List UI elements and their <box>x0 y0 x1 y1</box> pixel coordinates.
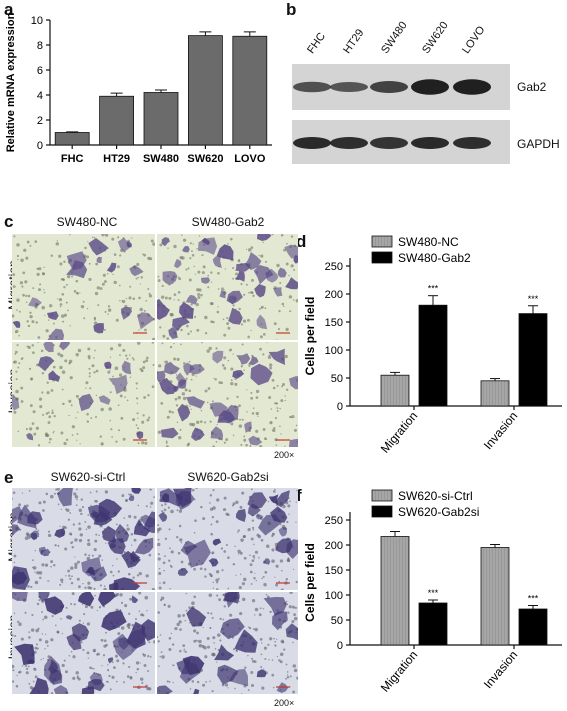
x-tick-label-sw620: SW620 <box>187 153 223 165</box>
panel-c-column-label-gab2: SW480-Gab2 <box>191 215 265 229</box>
band-gapdh-ht29 <box>330 137 368 149</box>
y-tick-label: 250 <box>325 261 343 273</box>
band-gab2-lovo <box>453 79 491 95</box>
band-gapdh-fhc <box>293 137 331 149</box>
y-tick-label: 0 <box>337 401 343 413</box>
panel-letter-d: d <box>296 232 307 251</box>
micrograph-e-migration-ctrl <box>12 488 155 590</box>
band-gab2-fhc <box>293 81 331 93</box>
y-tick-label: 8 <box>37 40 43 52</box>
panel-letter-c: c <box>4 212 14 231</box>
legend-label-sw620-si-ctrl: SW620-si-Ctrl <box>398 489 473 503</box>
band-gapdh-sw620 <box>411 137 449 149</box>
bar-sw620 <box>187 35 223 146</box>
y-tick-label: 250 <box>325 515 343 527</box>
significance-migration: *** <box>428 588 439 598</box>
legend-label-sw620-gab2si: SW620-Gab2si <box>398 505 479 519</box>
panel-e-column-label-ctrl: SW620-si-Ctrl <box>50 470 126 484</box>
legend-label-sw480-gab2: SW480-Gab2 <box>398 251 471 265</box>
x-tick-label-invasion: Invasion <box>481 409 520 452</box>
panel-c-column-label-nc: SW480-NC <box>56 215 118 229</box>
y-axis-label: Relative mRNA expression <box>5 12 17 152</box>
bar-sw480 <box>143 92 179 146</box>
bar-migration-sw480-gab2 <box>418 304 448 407</box>
bar-migration-sw480-nc <box>380 374 410 407</box>
micrograph-c-invasion-nc <box>12 342 155 447</box>
x-tick-label-migration: Migration <box>378 409 420 456</box>
y-tick-label: 0 <box>37 140 43 152</box>
bar-invasion-sw620-gab2si <box>518 608 548 646</box>
y-tick-label: 0 <box>337 640 343 652</box>
bar-invasion-sw480-gab2 <box>518 313 548 407</box>
significance-invasion: *** <box>528 294 539 304</box>
y-tick-label: 2 <box>37 115 43 127</box>
bar-fhc <box>54 132 90 146</box>
x-tick-label-sw480: SW480 <box>143 153 179 165</box>
y-tick-label: 10 <box>31 15 43 27</box>
band-gab2-sw620 <box>411 79 449 95</box>
y-tick-label: 100 <box>325 590 343 602</box>
blot-row-label-gab2: Gab2 <box>517 80 547 94</box>
y-tick-label: 50 <box>331 615 343 627</box>
y-axis-label: Cells per field <box>303 297 317 376</box>
y-tick-label: 200 <box>325 540 343 552</box>
legend-label-sw480-nc: SW480-NC <box>398 235 459 249</box>
panel-e-column-label-gab2si: SW620-Gab2si <box>187 470 269 484</box>
legend-swatch-sw480-nc <box>371 235 393 248</box>
legend-swatch-sw620-gab2si <box>371 505 393 518</box>
y-tick-label: 150 <box>325 565 343 577</box>
bar-invasion-sw480-nc <box>480 380 510 407</box>
x-tick-label-invasion: Invasion <box>481 648 520 691</box>
legend-swatch-sw480-gab2 <box>371 251 393 264</box>
bar-invasion-sw620-si-ctrl <box>480 547 510 646</box>
micrograph-e-invasion-gab2si <box>157 592 298 694</box>
y-axis-label: Cells per field <box>303 543 317 622</box>
y-tick-label: 100 <box>325 345 343 357</box>
panel-letter-b: b <box>286 0 297 19</box>
x-tick-label-ht29: HT29 <box>103 153 130 165</box>
y-tick-label: 6 <box>37 65 43 77</box>
x-tick-label-migration: Migration <box>378 648 420 695</box>
y-tick-label: 200 <box>325 289 343 301</box>
band-gapdh-sw480 <box>370 137 408 149</box>
blot-row-label-gapdh: GAPDH <box>517 137 560 151</box>
y-tick-label: 50 <box>331 373 343 385</box>
bar-lovo <box>232 35 268 146</box>
micrograph-c-invasion-gab2 <box>157 342 298 447</box>
band-gab2-sw480 <box>370 81 408 93</box>
chart-a-mrna-expression: 0 2 4 6 8 10 FHC HT29 SW480 SW620 LOVO Relative mRN… <box>5 12 272 165</box>
chart-d-cells-per-field: 0 50 100 150 200 250 Cells per field SW480-NC SW… <box>303 235 562 456</box>
chart-f-cells-per-field: 0 50 100 150 200 250 Cells per field SW620-si-C… <box>303 489 562 695</box>
significance-migration: *** <box>428 284 439 294</box>
x-tick-label-fhc: FHC <box>61 153 84 165</box>
panel-letter-f: f <box>296 486 302 505</box>
significance-invasion: *** <box>528 594 539 604</box>
y-tick-label: 150 <box>325 317 343 329</box>
bar-migration-sw620-si-ctrl <box>380 536 410 646</box>
x-tick-label-lovo: LOVO <box>234 153 266 165</box>
y-tick-label: 4 <box>37 90 43 102</box>
legend-swatch-sw620-si-ctrl <box>371 489 393 502</box>
micrograph-e-invasion-ctrl <box>12 592 155 694</box>
micrograph-c-migration-nc <box>12 234 155 340</box>
micrograph-e-migration-gab2si <box>157 488 298 590</box>
bar-migration-sw620-gab2si <box>418 602 448 646</box>
band-gab2-ht29 <box>330 82 368 92</box>
bar-ht29 <box>99 95 134 146</box>
micrograph-c-migration-gab2 <box>157 234 298 340</box>
panel-letter-e: e <box>4 468 14 487</box>
band-gapdh-lovo <box>453 137 491 149</box>
panel-c-magnification: 200× <box>274 450 295 460</box>
panel-e-magnification: 200× <box>274 698 295 708</box>
panel-letter-a: a <box>4 0 14 19</box>
western-blot-panel: FHC HT29 SW480 SW620 LOVO Gab2 GAPDH <box>285 0 567 170</box>
